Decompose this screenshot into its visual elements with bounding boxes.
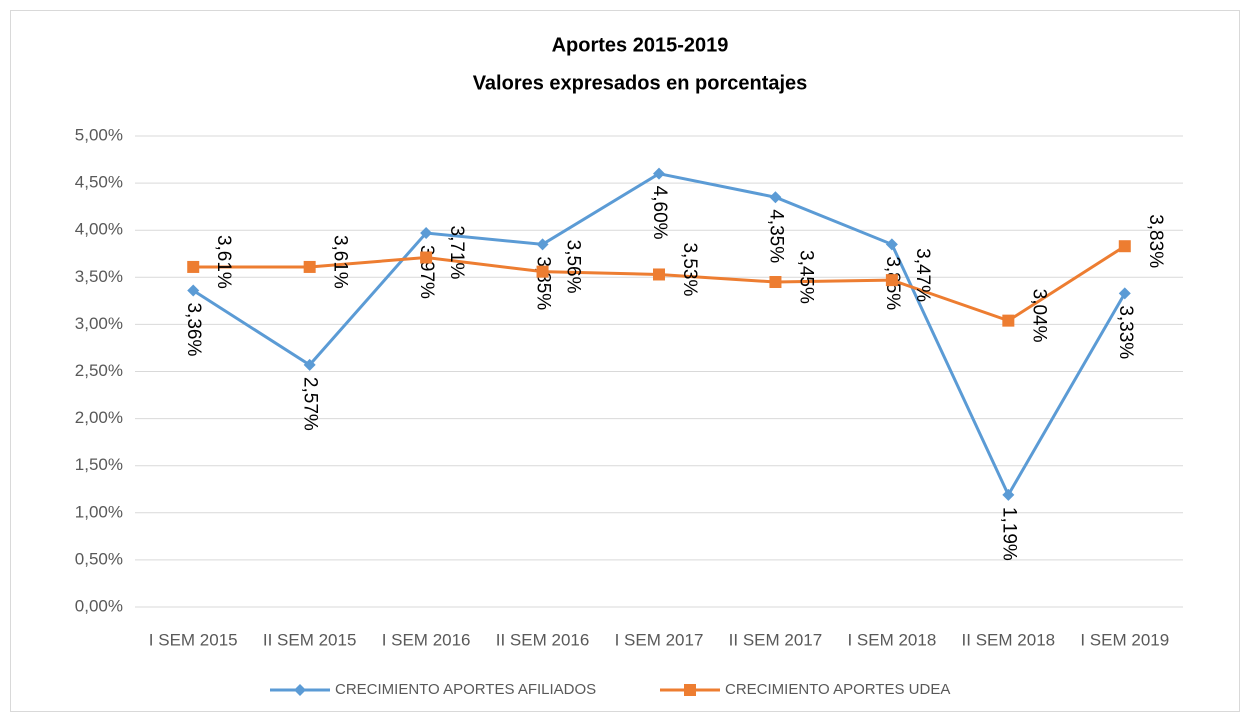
marker [420,251,433,264]
data-label: 3,83% [1145,214,1166,268]
x-tick-label: I SEM 2017 [615,630,704,649]
y-tick-label: 2,00% [75,408,123,427]
data-label: 4,60% [649,186,670,240]
y-tick-label: 3,50% [75,267,123,286]
marker [303,358,316,371]
y-tick-label: 1,50% [75,455,123,474]
marker [536,238,549,251]
marker [653,167,665,180]
data-label: 3,33% [1115,305,1136,359]
marker [1002,314,1015,327]
y-tick-label: 0,50% [75,549,123,568]
data-label: 3,61% [213,235,234,289]
y-tick-label: 4,50% [75,173,123,192]
x-tick-label: II SEM 2015 [263,630,357,649]
x-tick-label: I SEM 2018 [847,630,936,649]
marker [1002,488,1015,501]
data-label: 3,47% [912,248,933,302]
marker [303,260,316,273]
marker [653,268,665,281]
chart-title: Aportes 2015-2019 [552,34,729,56]
legend-label: CRECIMIENTO APORTES UDEA [725,681,950,698]
y-tick-label: 1,00% [75,502,123,521]
data-label: 3,45% [795,250,816,304]
marker [187,260,200,273]
legend-label: CRECIMIENTO APORTES AFILIADOS [335,681,596,698]
marker [885,274,898,287]
x-tick-label: II SEM 2018 [962,630,1056,649]
marker [1118,287,1131,300]
marker [769,191,782,204]
x-tick-label: I SEM 2019 [1080,630,1169,649]
y-tick-label: 2,50% [75,361,123,380]
y-tick-label: 0,00% [75,596,123,615]
x-tick-label: I SEM 2016 [382,630,471,649]
y-tick-label: 5,00% [75,125,123,144]
data-label: 1,19% [998,507,1019,561]
data-label: 2,57% [300,377,321,431]
data-label: 4,35% [765,209,786,263]
y-tick-label: 4,00% [75,220,123,239]
chart-subtitle: Valores expresados en porcentajes [473,72,808,94]
marker [769,276,782,289]
data-label: 3,53% [679,242,700,296]
x-tick-label: II SEM 2017 [729,630,823,649]
y-tick-label: 3,00% [75,314,123,333]
marker [420,227,433,240]
x-tick-label: II SEM 2016 [496,630,590,649]
marker [885,238,898,251]
data-label: 3,56% [563,240,584,294]
data-label: 3,36% [183,302,204,356]
data-label: 3,61% [330,235,351,289]
data-label: 3,85% [533,256,554,310]
marker [1118,240,1131,253]
data-label: 3,04% [1028,289,1049,343]
chart-border [10,10,1240,712]
data-label: 3,71% [446,226,467,280]
marker [187,284,200,297]
x-tick-label: I SEM 2015 [149,630,238,649]
legend-marker [294,684,306,696]
legend-marker [684,684,696,696]
marker [536,265,549,278]
